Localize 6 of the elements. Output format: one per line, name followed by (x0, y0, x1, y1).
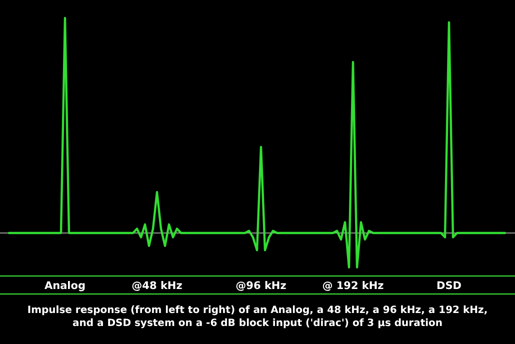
x-tick-label: @48 kHz (132, 280, 182, 292)
x-tick-label: Analog (44, 280, 86, 292)
x-tick-label: @96 kHz (236, 280, 286, 292)
text: Impulse response (from left to right) of an Analog, a 48 kHz, a 96 kHz, a 192 kHz, and a DSD system on a -6 dB block input ('dirac') of 3 µs duration (27, 305, 488, 329)
x-tick-label: DSD (436, 280, 462, 292)
x-tick-label: @ 192 kHz (322, 280, 384, 292)
